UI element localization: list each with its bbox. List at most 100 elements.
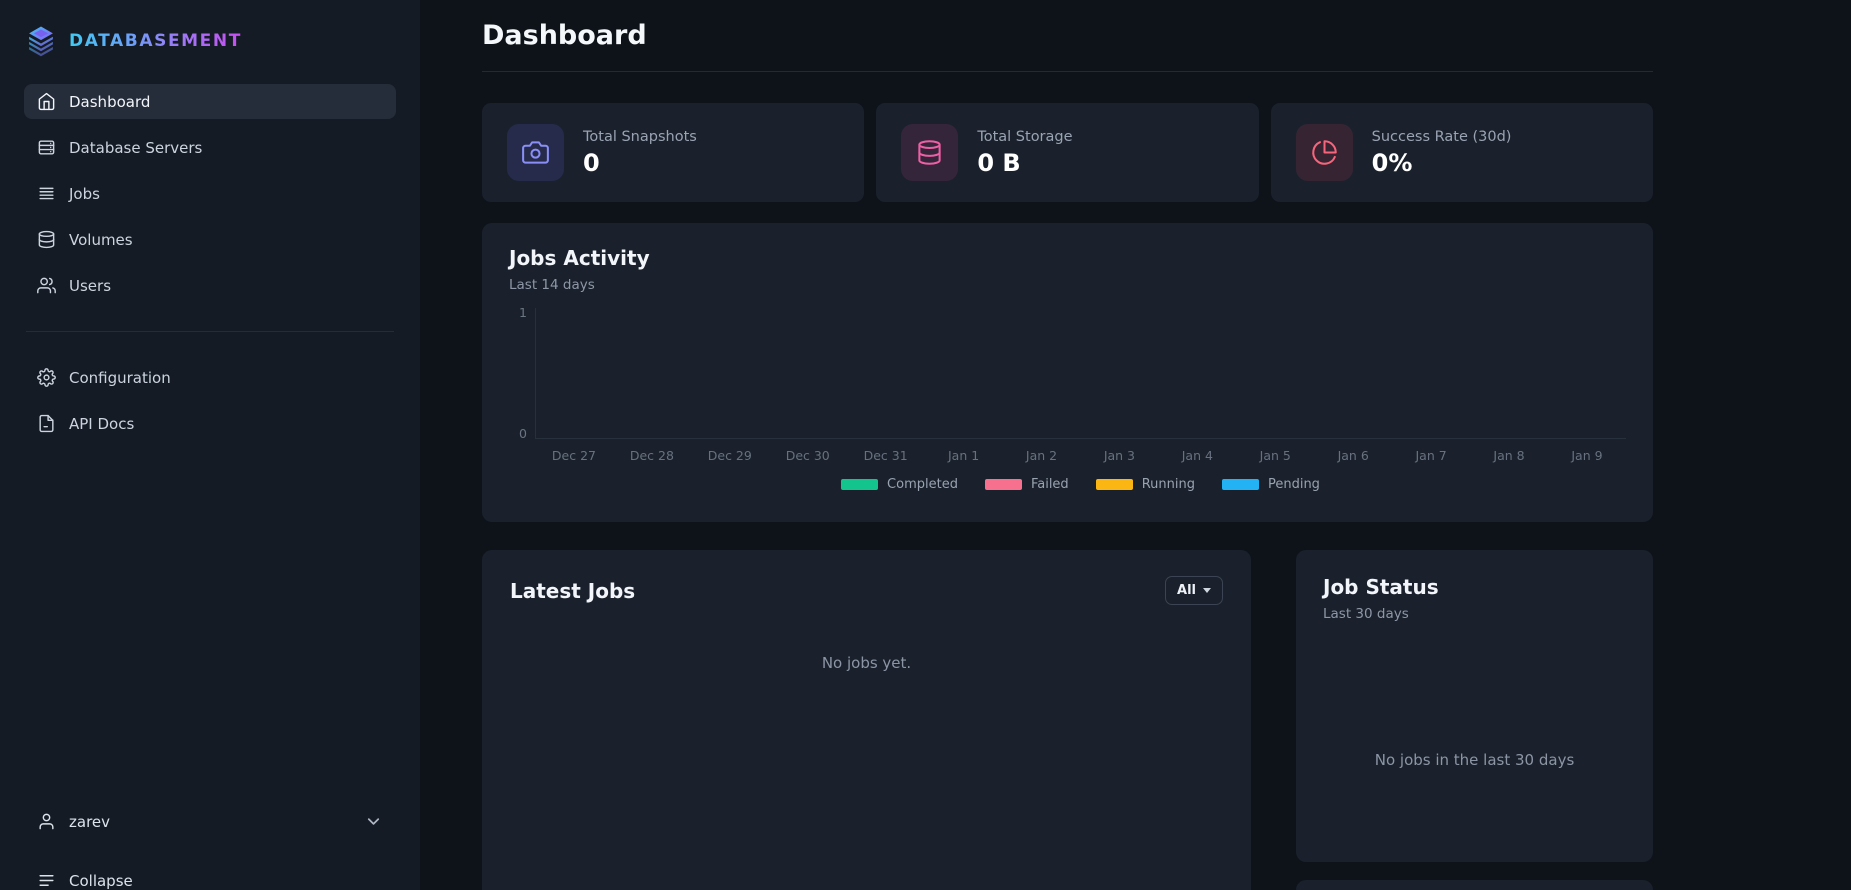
sidebar-item-label: Configuration [69,368,171,387]
legend-label: Running [1141,477,1195,492]
sidebar-item-label: Volumes [69,230,133,249]
x-axis-label: Dec 28 [629,448,674,463]
legend-item-running: Running [1095,477,1195,492]
latest-jobs-title: Latest Jobs [510,578,636,603]
x-axis-label: Dec 31 [863,448,908,463]
x-axis-label: Jan 4 [1181,448,1213,463]
database-icon [37,230,56,249]
sidebar-spacer [24,441,396,804]
bar-group [1470,308,1548,438]
legend-swatch [1095,479,1133,490]
username: zarev [69,812,111,831]
sidebar-item-api-docs[interactable]: API Docs [24,406,396,441]
stat-label: Success Rate (30d) [1371,128,1512,145]
x-axis-label: Jan 8 [1493,448,1525,463]
y-tick-min: 0 [519,426,527,441]
x-axis-label: Jan 3 [1103,448,1136,463]
sidebar-collapse-button[interactable]: Collapse [24,863,396,890]
brand-name: DATABASEMENT [69,31,242,51]
legend-item-pending: Pending [1221,477,1320,492]
x-axis: Dec 27 Dec 28 Dec 29 Dec 30 Dec 31 Jan 1 Jan 2… [535,448,1626,463]
x-axis-label: Dec 30 [785,448,830,463]
sidebar-item-configuration[interactable]: Configuration [24,360,396,395]
bar-group [770,308,848,438]
layers-logo-icon [24,24,58,58]
bar-group [1159,308,1237,438]
bar-group [614,308,692,438]
legend-swatch [1221,479,1259,490]
jobs-activity-subtitle: Last 14 days [509,277,595,293]
job-status-empty-message: No jobs in the last 30 days [1374,750,1575,769]
users-icon [37,276,56,295]
legend-item-failed: Failed [984,477,1069,492]
sidebar-nav: Dashboard Database Servers Jobs Volumes … [24,84,396,441]
chevron-down-icon[interactable] [364,812,383,831]
sidebar-item-label: Database Servers [69,138,203,157]
home-icon [37,92,56,111]
jobs-filter-label: All [1177,583,1196,598]
legend-item-completed: Completed [841,477,958,492]
user-icon [37,812,56,831]
stat-value: 0 B [977,148,1021,177]
y-tick-max: 1 [519,305,527,320]
caret-down-icon [1203,588,1211,593]
jobs-filter-dropdown[interactable]: All [1165,576,1223,605]
job-status-card: Job Status Last 30 days No jobs in the l… [1296,550,1653,862]
latest-jobs-empty-message: No jobs yet. [821,654,912,672]
y-axis: 1 0 [509,305,527,441]
sidebar-item-label: Jobs [69,184,100,203]
stat-value: 0 [583,148,600,177]
collapse-icon [37,871,56,890]
sidebar-item-dashboard[interactable]: Dashboard [24,84,396,119]
page-title: Dashboard [482,20,647,51]
bar-group [847,308,925,438]
brand-logo[interactable]: DATABASEMENT [24,20,396,62]
stat-label: Total Snapshots [583,128,697,145]
gear-icon [37,368,56,387]
stats-row: Total Snapshots 0 Total Storage 0 B Su [482,103,1653,202]
pie-chart-icon [1295,124,1353,181]
bar-group [692,308,770,438]
sidebar-item-label: API Docs [69,414,135,433]
jobs-activity-title: Jobs Activity [509,246,650,270]
sidebar-item-users[interactable]: Users [24,268,396,303]
bar-group [1548,308,1626,438]
sidebar-item-jobs[interactable]: Jobs [24,176,396,211]
sidebar-divider [26,331,394,332]
stat-card-success-rate: Success Rate (30d) 0% [1270,103,1653,202]
x-axis-label: Jan 9 [1571,448,1603,463]
latest-jobs-card: Latest Jobs All No jobs yet. [482,550,1251,890]
legend-label: Failed [1030,477,1069,492]
main-content: Dashboard Total Snapshots 0 Total Storag… [420,0,1851,890]
bar-chart: 1 0 [509,305,1626,441]
sidebar-item-volumes[interactable]: Volumes [24,222,396,257]
legend-swatch [841,479,879,490]
x-axis-label: Jan 7 [1415,448,1447,463]
x-axis-label: Dec 27 [551,448,596,463]
x-axis-label: Jan 2 [1025,448,1058,463]
job-status-subtitle: Last 30 days [1323,606,1409,622]
stat-value: 0% [1371,148,1413,177]
sidebar: DATABASEMENT Dashboard Database Servers … [0,0,420,890]
plot-area [535,308,1626,439]
bar-group [1315,308,1393,438]
legend-swatch [984,479,1022,490]
legend-label: Pending [1267,477,1320,492]
jobs-activity-card: Jobs Activity Last 14 days 1 0 Dec 27 Dec… [482,223,1653,522]
bar-group [1237,308,1315,438]
cutoff-card [1296,880,1653,890]
file-text-icon [37,414,56,433]
x-axis-label: Jan 5 [1259,448,1291,463]
job-status-title: Job Status [1323,575,1439,599]
header-divider [482,71,1653,72]
chart-legend: Completed Failed Running Pending [535,477,1626,492]
bar-group [536,308,614,438]
database-icon [901,124,959,181]
legend-label: Completed [887,477,958,492]
user-menu[interactable]: zarev [24,804,396,839]
server-icon [37,138,56,157]
stat-card-total-storage: Total Storage 0 B [876,103,1259,202]
sidebar-item-database-servers[interactable]: Database Servers [24,130,396,165]
x-axis-label: Jan 6 [1337,448,1369,463]
bar-group [925,308,1003,438]
